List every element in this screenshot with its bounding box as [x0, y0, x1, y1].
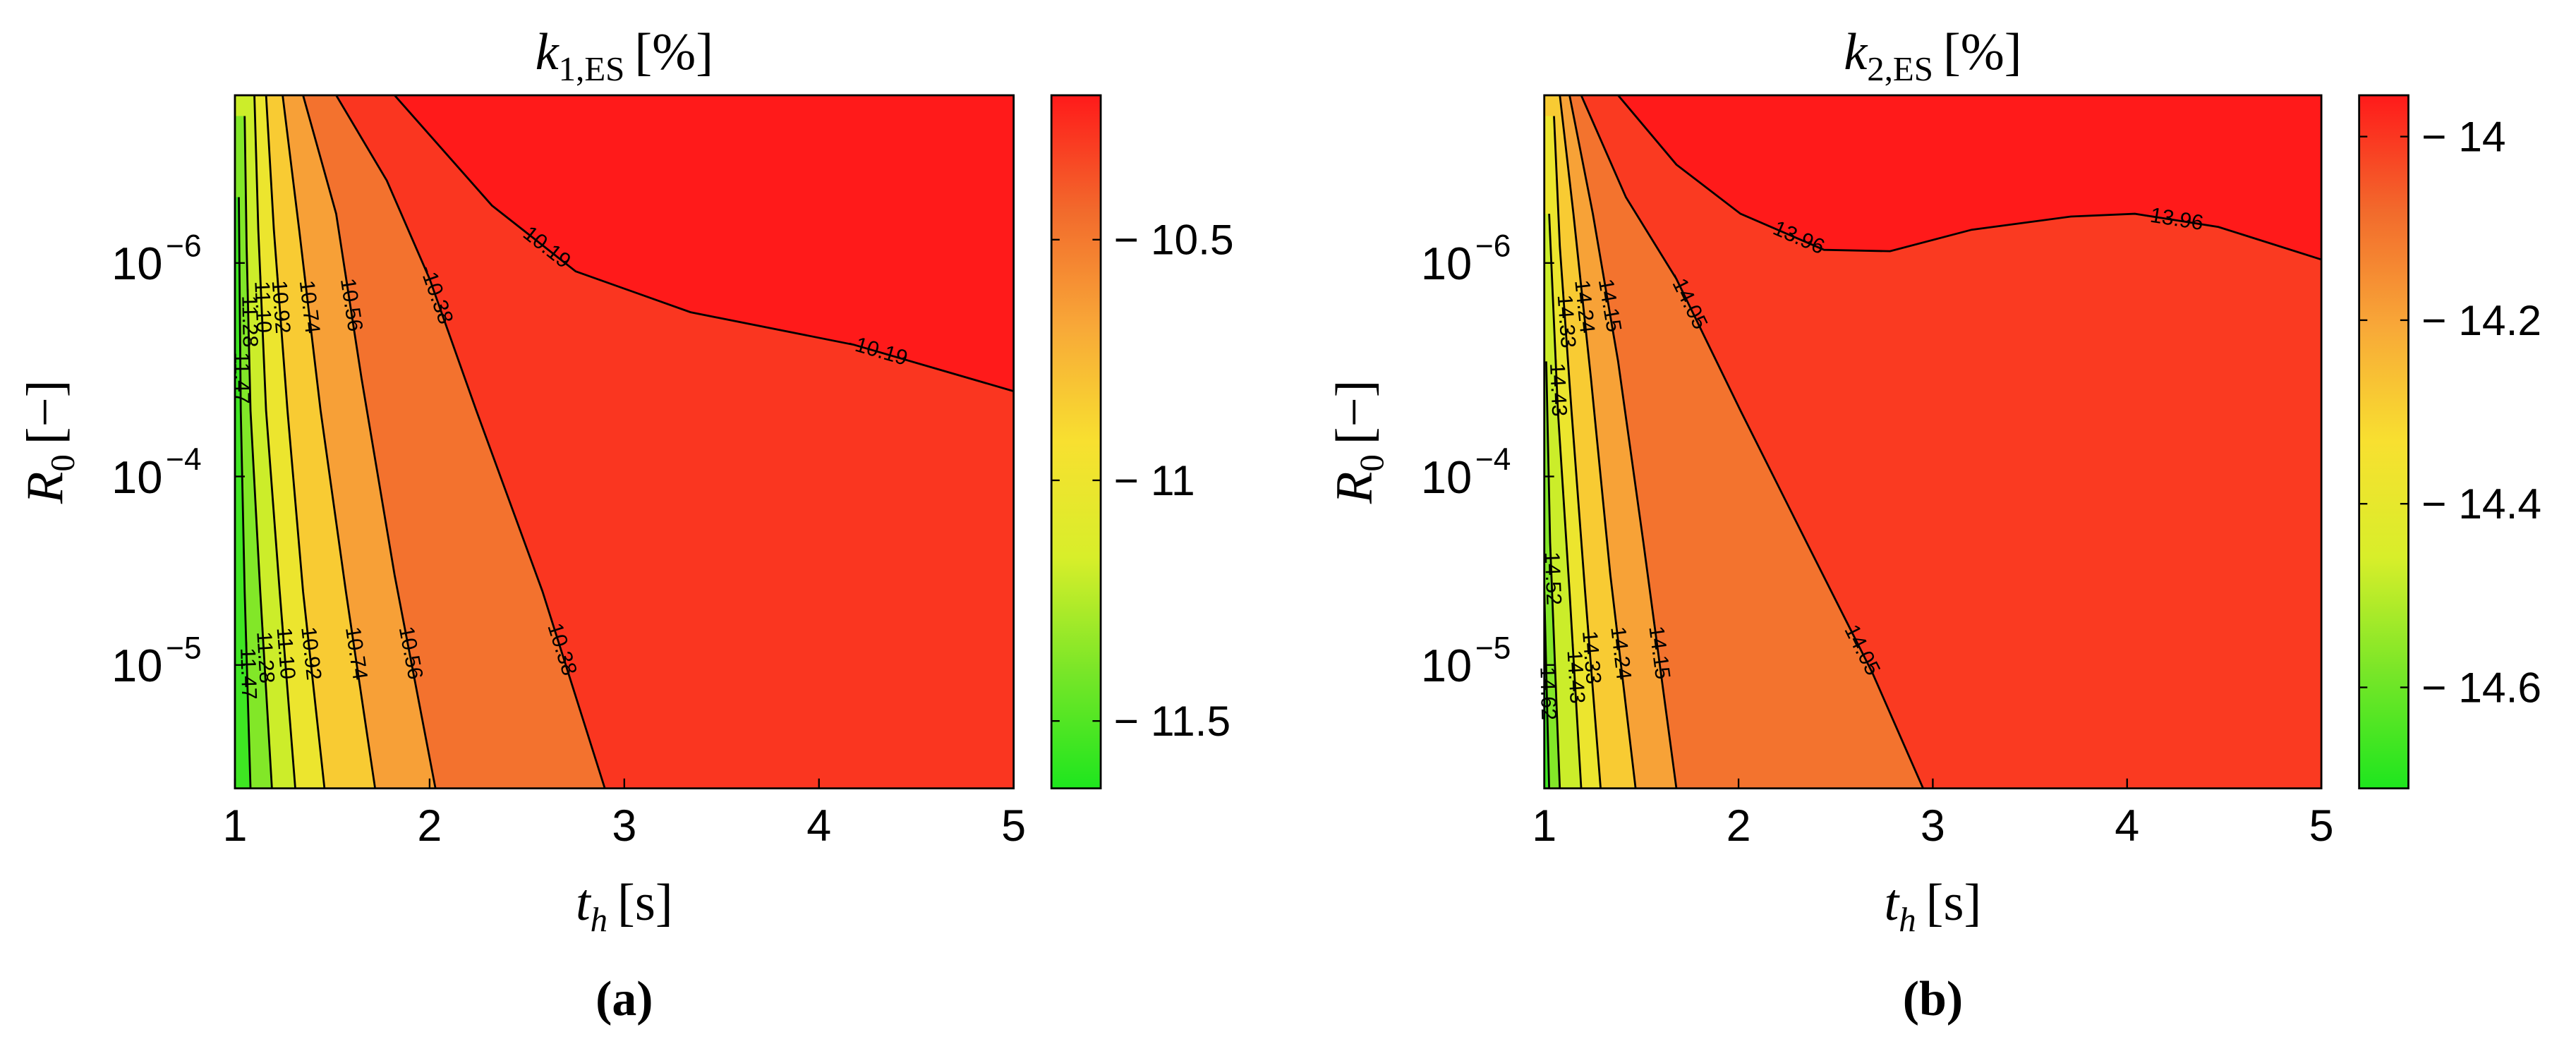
- colorbar-tick-label: − 14.6: [2421, 663, 2541, 711]
- contour-label: -14.43: [1545, 356, 1571, 417]
- contour-line: [238, 197, 252, 789]
- colorbar-tick-label: − 11.5: [1114, 697, 1230, 745]
- panel: -13.96 -13.96-14.05-14.05-14.15-14.15-14.…: [1326, 23, 2541, 1026]
- contour-label: -10.92: [267, 272, 294, 334]
- contour-line: [282, 95, 377, 789]
- colorbar-tick-label: − 11: [1114, 456, 1195, 504]
- y-label-unit: [−]: [16, 380, 74, 445]
- plot-area: [1544, 95, 2322, 789]
- title-unit: [%]: [1943, 23, 2022, 81]
- y-tick-label: 10: [111, 451, 163, 503]
- colorbar: [1050, 94, 1102, 790]
- y-tick-label: 10: [1421, 238, 1473, 289]
- contour-label: -11.47: [236, 640, 260, 700]
- contour-label: -11.10: [250, 274, 276, 334]
- contour-label: -11.28: [252, 624, 279, 683]
- y-tick-label: 10: [1421, 451, 1473, 503]
- contour-line: [1545, 361, 1561, 789]
- x-tick-label: 2: [417, 801, 442, 851]
- chart-title: k1,ES [%]: [536, 23, 713, 88]
- y-label-symbol: R: [16, 472, 74, 505]
- x-axis-label: th [s]: [576, 874, 673, 939]
- x-tick-label: 2: [1727, 801, 1751, 851]
- panel: -10.19-10.19-10.38-10.38-10.56-10.56-10.…: [16, 23, 1233, 1026]
- y-label-symbol: R: [1326, 472, 1384, 505]
- x-tick-label: 5: [1001, 801, 1026, 851]
- contour-label: -14.33: [1552, 287, 1580, 349]
- x-label-unit: [s]: [617, 874, 673, 932]
- y-tick-label: 10: [111, 238, 163, 289]
- y-tick-exponent: −4: [1475, 442, 1511, 477]
- y-label-unit: [−]: [1326, 380, 1384, 445]
- x-label-symbol: t: [576, 874, 592, 932]
- y-label-subscript: 0: [43, 454, 82, 471]
- y-tick-exponent: −6: [166, 229, 201, 264]
- x-tick-label: 3: [612, 801, 636, 851]
- colorbar-tick-label: − 14.4: [2421, 480, 2541, 528]
- y-label-subscript: 0: [1353, 454, 1391, 471]
- chart-title: k2,ES [%]: [1844, 23, 2021, 88]
- x-axis-label: th [s]: [1885, 874, 1982, 939]
- panel-label: (a): [595, 972, 653, 1026]
- y-axis-label: R0 [−]: [16, 380, 81, 505]
- y-tick-exponent: −5: [1475, 631, 1511, 665]
- contour-line: [394, 95, 1014, 392]
- x-label-unit: [s]: [1926, 874, 1982, 932]
- colorbar-tick-label: − 14: [2421, 113, 2505, 161]
- x-label-subscript: h: [1899, 900, 1916, 939]
- contour-line: [302, 95, 437, 789]
- contour-label: -11.28: [237, 288, 262, 348]
- title-symbol: k: [1844, 23, 1868, 81]
- contour-label: -11.47: [229, 345, 253, 404]
- y-tick-label: 10: [1421, 640, 1473, 691]
- plot-area: [234, 95, 1014, 789]
- x-label-symbol: t: [1885, 874, 1901, 932]
- colorbar-tick-label: − 10.5: [1114, 216, 1234, 264]
- x-tick-label: 1: [1532, 801, 1556, 851]
- title-subscript: 1,ES: [559, 49, 625, 88]
- contour-label: -11.10: [272, 619, 299, 680]
- title-symbol: k: [536, 23, 560, 81]
- y-tick-label: 10: [111, 640, 163, 691]
- x-tick-label: 1: [222, 801, 247, 851]
- x-label-subscript: h: [591, 900, 607, 939]
- y-tick-exponent: −5: [166, 631, 201, 665]
- y-axis-label: R0 [−]: [1326, 380, 1391, 505]
- contour-line: [1580, 95, 1924, 789]
- contour-label: -14.43: [1562, 643, 1589, 705]
- contour-line: [1568, 95, 1678, 789]
- contour-label: -14.62: [1535, 660, 1560, 721]
- contour-line: [1559, 95, 1637, 789]
- x-tick-label: 4: [806, 801, 831, 851]
- contour-line: [253, 95, 296, 789]
- colorbar-tick-label: − 14.2: [2421, 296, 2541, 344]
- y-tick-exponent: −4: [166, 442, 201, 477]
- contour-line: [1617, 95, 2322, 261]
- x-tick-label: 4: [2115, 801, 2139, 851]
- contour-line: [243, 116, 273, 789]
- x-tick-label: 3: [1921, 801, 1945, 851]
- contour-line: [265, 95, 326, 789]
- x-tick-label: 5: [2309, 801, 2334, 851]
- title-subscript: 2,ES: [1867, 49, 1933, 88]
- colorbar: [2358, 94, 2409, 790]
- panel-label: (b): [1903, 972, 1963, 1026]
- contour-line: [335, 95, 606, 789]
- y-tick-exponent: −6: [1475, 229, 1511, 264]
- title-unit: [%]: [634, 23, 713, 81]
- contour-line: [1553, 116, 1602, 789]
- contour-label: -14.33: [1577, 623, 1605, 685]
- contour-band: [234, 197, 251, 789]
- contour-line: [1548, 214, 1583, 789]
